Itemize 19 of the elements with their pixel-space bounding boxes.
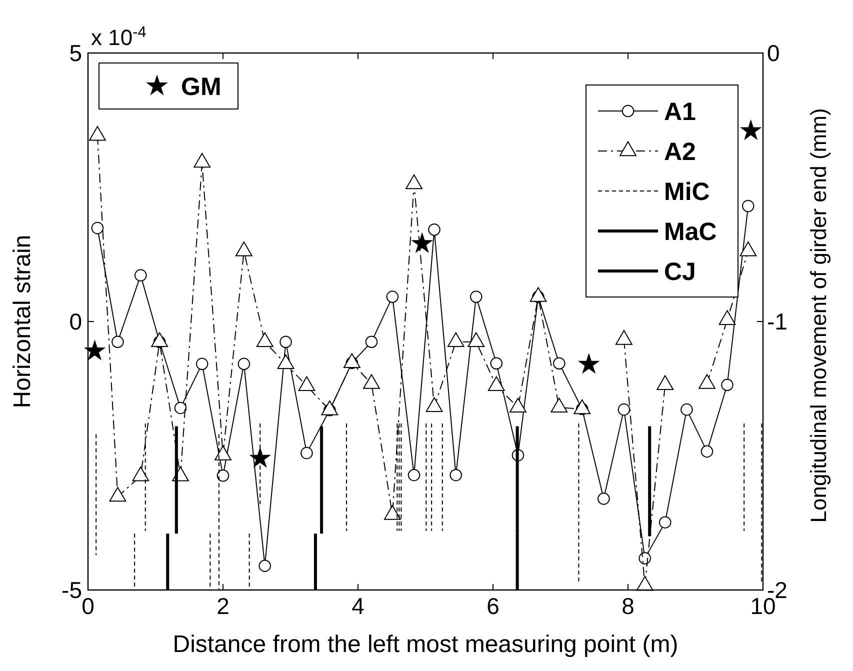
x-tick-label: 6 (486, 593, 500, 619)
text: x 10$^{-4}$ (91, 24, 147, 50)
x-axis-title: Distance from the left most measuring point (m) (172, 631, 678, 658)
legend-label: MiC (664, 178, 710, 206)
y2-tick-label: -1 (767, 308, 788, 334)
x-tick-label: 8 (622, 593, 634, 619)
y-tick-label: -5 (62, 577, 82, 603)
legend-label: A2 (664, 138, 696, 166)
legend-label: GM (181, 73, 222, 101)
x-tick-label: 2 (216, 593, 230, 619)
legend-label: A1 (664, 98, 696, 126)
legend-label: MaC (664, 218, 717, 246)
y-tick-label: 5 (69, 40, 82, 66)
x-tick-label: 4 (352, 593, 365, 619)
legend-label: CJ (664, 258, 696, 286)
y2-axis-title: Longitudinal movement of girder end (mm) (806, 108, 831, 523)
y-tick-label: 0 (69, 308, 82, 334)
y-axis-title: Horizontal strain (9, 234, 36, 408)
y2-tick-label: 0 (767, 40, 780, 66)
